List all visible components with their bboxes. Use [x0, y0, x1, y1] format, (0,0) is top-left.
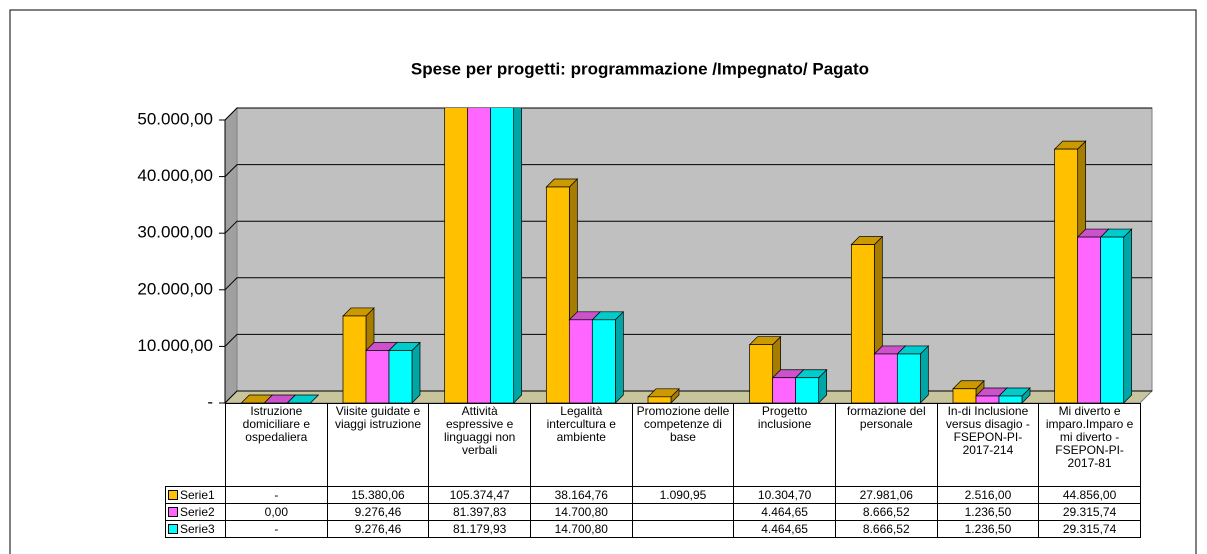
bar [591, 319, 616, 404]
bar [365, 350, 390, 404]
legend-entry: Serie1 [165, 486, 226, 504]
bar [873, 353, 898, 404]
bar-side [614, 310, 624, 404]
data-table: Istruzione domiciliare e ospedaliera Viis… [165, 403, 1141, 538]
bar [1100, 236, 1125, 404]
x-tick-label: Istruzione domiciliare e ospedaliera [225, 403, 328, 487]
empty-cell [631, 520, 735, 538]
empty-cell [631, 503, 735, 521]
x-tick-label: formazione del personale [834, 403, 938, 487]
legend-entry: Serie2 [165, 503, 226, 521]
bar [795, 377, 820, 404]
x-tick-label: Promozione delle competenze di base [631, 403, 735, 487]
data-label: 29.315,74 [1038, 503, 1141, 521]
x-tick-label: Mi diverto e imparo.Imparo e mi diverto … [1038, 403, 1141, 487]
legend-label: Serie1 [180, 487, 215, 502]
y-tick-label: 20.000,00 [137, 279, 213, 298]
grid-line [224, 333, 1152, 347]
legend-swatch [168, 489, 178, 500]
data-label: 0,00 [225, 503, 328, 521]
x-tick-label: In-di Inclusione versus disagio - FSEPON… [936, 403, 1040, 487]
data-label: 9.276,46 [326, 520, 430, 538]
bar-side [1123, 228, 1133, 404]
grid-line [224, 220, 1152, 234]
bar [772, 377, 797, 404]
grid-line [224, 277, 1152, 291]
bar [1054, 148, 1079, 404]
chart-title: Spese per progetti: programmazione /Impe… [411, 59, 869, 78]
legend-swatch [168, 506, 178, 517]
data-label: 10.304,70 [733, 486, 836, 504]
data-label: 14.700,80 [529, 520, 633, 538]
grid-line [224, 107, 1152, 121]
legend-label: Serie2 [180, 504, 215, 519]
bar [952, 388, 977, 404]
bar [545, 186, 570, 404]
bar [388, 350, 413, 404]
data-row: Serie3-9.276,46 81.179,93 14.700,80 4.464,6… [165, 520, 1141, 538]
legend-label: Serie3 [180, 521, 215, 536]
data-label: - [225, 520, 328, 538]
data-label: 81.179,93 [428, 520, 531, 538]
data-label: 4.464,65 [733, 503, 836, 521]
y-tick-label: 30.000,00 [137, 223, 213, 242]
legend-entry: Serie3 [165, 520, 226, 538]
data-label: 1.090,95 [631, 486, 735, 504]
data-label: 29.315,74 [1038, 520, 1141, 538]
bar [568, 319, 593, 404]
bar [850, 244, 875, 404]
data-label: 14.700,80 [529, 503, 633, 521]
y-tick-label: 50.000,00 [137, 109, 213, 128]
data-label: - [225, 486, 328, 504]
bar [1077, 236, 1102, 404]
bar [975, 395, 1000, 404]
x-tick-label: Attività espressive e linguaggi non verb… [428, 403, 531, 487]
bar [998, 395, 1023, 404]
bar [342, 315, 367, 404]
bar-side [411, 341, 421, 404]
legend-swatch [168, 523, 178, 534]
data-label: 15.380,06 [326, 486, 430, 504]
bar [896, 353, 921, 404]
corner [166, 404, 226, 487]
data-label: 9.276,46 [326, 503, 430, 521]
data-label: 81.397,83 [428, 503, 531, 521]
data-label: 38.164,76 [529, 486, 633, 504]
grid-line [224, 164, 1152, 177]
data-label: 1.236,50 [936, 503, 1040, 521]
y-tick-label: 10.000,00 [137, 336, 213, 355]
bar-side [919, 345, 929, 404]
x-tick-label: Viisite guidate e viaggi istruzione [326, 403, 430, 487]
data-label: 1.236,50 [936, 520, 1040, 538]
bar [490, 108, 515, 404]
data-label: 44.856,00 [1038, 486, 1141, 504]
y-tick-label: 40.000,00 [137, 166, 213, 185]
header-row: Istruzione domiciliare e ospedaliera Viis… [166, 403, 1141, 487]
y-tick-label: - [207, 392, 213, 411]
bars [240, 108, 1133, 404]
data-row: Serie1-15.380,06 105.374,47 38.164,76 1.090… [165, 486, 1141, 504]
data-label: 2.516,00 [936, 486, 1040, 504]
x-tick-label: Progetto inclusione [733, 403, 836, 487]
data-label: 4.464,65 [733, 520, 836, 538]
grid-line [224, 390, 1152, 404]
data-row: Serie2 0,00 9.276,46 81.397,83 14.700,80 4.46… [165, 503, 1141, 521]
data-label: 8.666,52 [834, 520, 938, 538]
x-tick-label: Legalità intercultura e ambiente [529, 403, 633, 487]
data-label: 27.981,06 [834, 486, 938, 504]
bar [749, 344, 774, 404]
side-wall [224, 106, 238, 405]
data-label: 8.666,52 [834, 503, 938, 521]
data-label: 105.374,47 [428, 486, 531, 504]
